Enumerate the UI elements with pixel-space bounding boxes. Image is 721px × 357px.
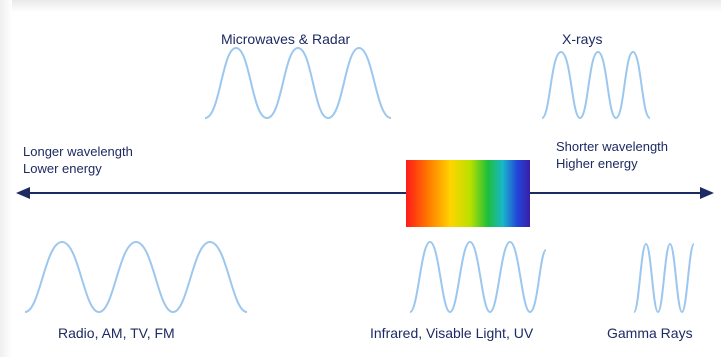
right-arrowhead — [700, 187, 714, 199]
gamma-rays-wave — [633, 242, 695, 314]
visible-spectrum-bar — [406, 160, 530, 227]
microwaves-radar-label: Microwaves & Radar — [221, 31, 351, 47]
x-rays-label: X-rays — [562, 31, 603, 47]
gamma-rays-label: Gamma Rays — [607, 325, 693, 341]
infrared-visible-uv-wave — [409, 240, 547, 314]
left-arrowhead — [16, 187, 30, 199]
infrared-visible-uv-label: Infrared, Visable Light, UV — [370, 325, 534, 341]
higher-energy-label: Higher energy — [556, 156, 638, 171]
radio-label: Radio, AM, TV, FM — [58, 325, 175, 341]
microwaves-wave — [204, 46, 392, 120]
lower-energy-label: Lower energy — [23, 161, 102, 176]
top-shadow — [0, 0, 721, 12]
x-rays-wave — [541, 50, 651, 120]
left-shadow — [0, 0, 12, 357]
longer-wavelength-label: Longer wavelength — [23, 144, 133, 159]
radio-wave — [24, 240, 248, 314]
shorter-wavelength-label: Shorter wavelength — [556, 139, 669, 154]
